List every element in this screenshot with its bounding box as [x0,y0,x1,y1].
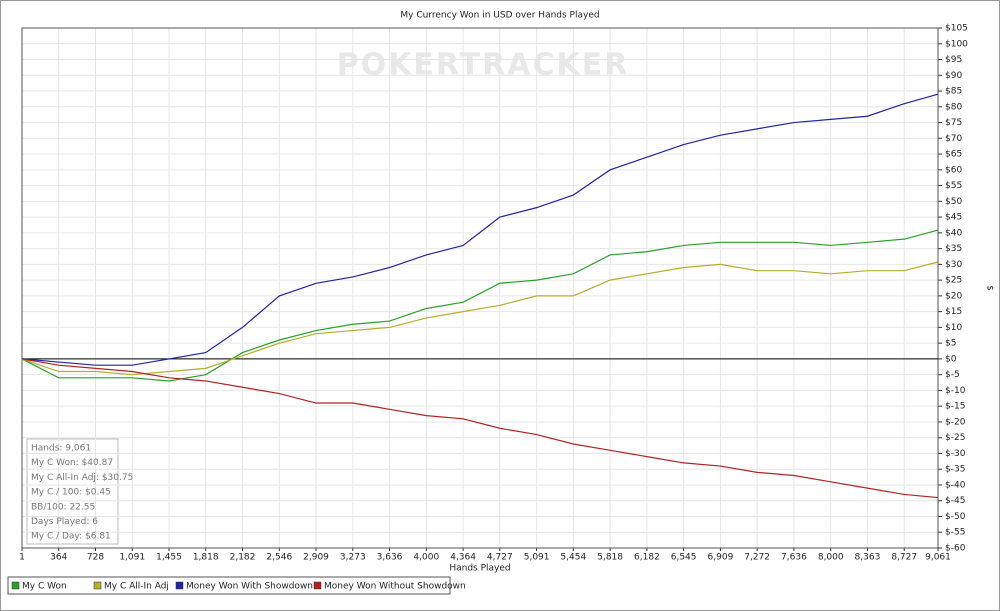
series-line [21,229,939,382]
x-tick-label: 6,545 [671,553,697,563]
y-tick-label: $10 [945,323,962,333]
legend-label: My C All-In Adj [104,582,169,592]
x-tick-label: 2,909 [303,553,329,563]
plot-frame [21,27,939,549]
y-tick-label: $-55 [945,528,965,538]
x-tick-label: 1,455 [156,553,182,563]
stats-line: Days Played: 6 [31,517,98,527]
x-tick-label: 8,727 [891,553,917,563]
y-tick-label: $90 [945,71,962,81]
x-axis-label: Hands Played [449,564,510,574]
legend-box [7,576,451,595]
y-tick-label: $-60 [945,544,966,554]
stats-line: My C All-In Adj: $30.75 [31,473,133,483]
y-tick-label: $-5 [945,370,960,380]
y-tick-label: $70 [945,134,962,144]
x-tick-label: 8,363 [855,553,881,563]
x-tick-label: 5,091 [524,553,550,563]
x-tick-label: 6,182 [634,553,660,563]
x-tick-label: 7,272 [744,553,770,563]
stats-line: BB/100: 22.55 [31,502,95,512]
x-tick-label: 4,364 [450,553,476,563]
watermark: POKERTRACKER [337,48,630,83]
series-line [21,358,939,499]
x-tick-label: 5,818 [597,553,623,563]
stats-box [26,438,119,545]
x-tick-label: 3,636 [377,553,403,563]
y-tick-label: $-50 [945,512,966,522]
y-tick-label: $-30 [945,449,966,459]
legend-label: My C Won [22,582,67,592]
y-tick-label: $0 [945,354,957,364]
stats-line: Hands: 9,061 [31,444,91,454]
y-tick-label: $-40 [945,480,966,490]
y-tick-label: $80 [945,102,962,112]
x-tick-label: 6,909 [708,553,734,563]
legend-swatch [93,581,102,590]
legend-label: Money Won With Showdown [186,582,313,592]
x-tick-label: 2,546 [266,553,292,563]
x-tick-label: 5,454 [560,553,586,563]
x-tick-label: 4,727 [487,553,513,563]
y-axis-label: $ [985,285,995,291]
legend-swatch [11,581,20,590]
series-line [21,261,939,376]
y-tick-label: $-25 [945,433,965,443]
x-tick-label: 364 [50,553,67,563]
legend-swatch [313,581,322,590]
y-tick-label: $-10 [945,386,966,396]
y-tick-label: $-35 [945,465,965,475]
y-tick-label: $45 [945,213,962,223]
x-tick-label: 2,182 [230,553,256,563]
y-tick-label: $85 [945,87,962,97]
x-tick-label: 728 [87,553,104,563]
y-tick-label: $35 [945,244,962,254]
y-tick-label: $105 [945,24,968,34]
y-tick-label: $-45 [945,496,965,506]
y-tick-label: $100 [945,39,968,49]
x-tick-label: 1,091 [119,553,145,563]
legend-label: Money Won Without Showdown [324,582,466,592]
y-tick-label: $55 [945,181,962,191]
y-tick-label: $-20 [945,417,966,427]
y-tick-label: $75 [945,118,962,128]
y-tick-label: $20 [945,291,962,301]
chart-title: My Currency Won in USD over Hands Played [400,11,599,21]
x-tick-label: 1 [19,553,25,563]
x-tick-label: 1,818 [193,553,219,563]
y-tick-label: $60 [945,165,962,175]
x-tick-label: 3,273 [340,553,366,563]
legend-swatch [175,581,184,590]
stats-line: My C / 100: $0.45 [31,488,111,498]
y-tick-label: $15 [945,307,962,317]
y-tick-label: $5 [945,339,956,349]
stats-line: My C / Day: $6.81 [31,532,111,542]
x-tick-label: 8,000 [818,553,844,563]
y-tick-label: $40 [945,228,962,238]
stats-line: My C Won: $40.87 [31,458,113,468]
x-tick-label: 7,636 [781,553,807,563]
y-tick-label: $30 [945,260,962,270]
x-tick-label: 4,000 [413,553,439,563]
x-tick-label: 9,061 [925,553,951,563]
y-tick-label: $50 [945,197,962,207]
series-line [21,93,939,366]
y-tick-label: $25 [945,276,962,286]
y-tick-label: $65 [945,150,962,160]
y-tick-label: $-15 [945,402,965,412]
y-tick-label: $95 [945,55,962,65]
